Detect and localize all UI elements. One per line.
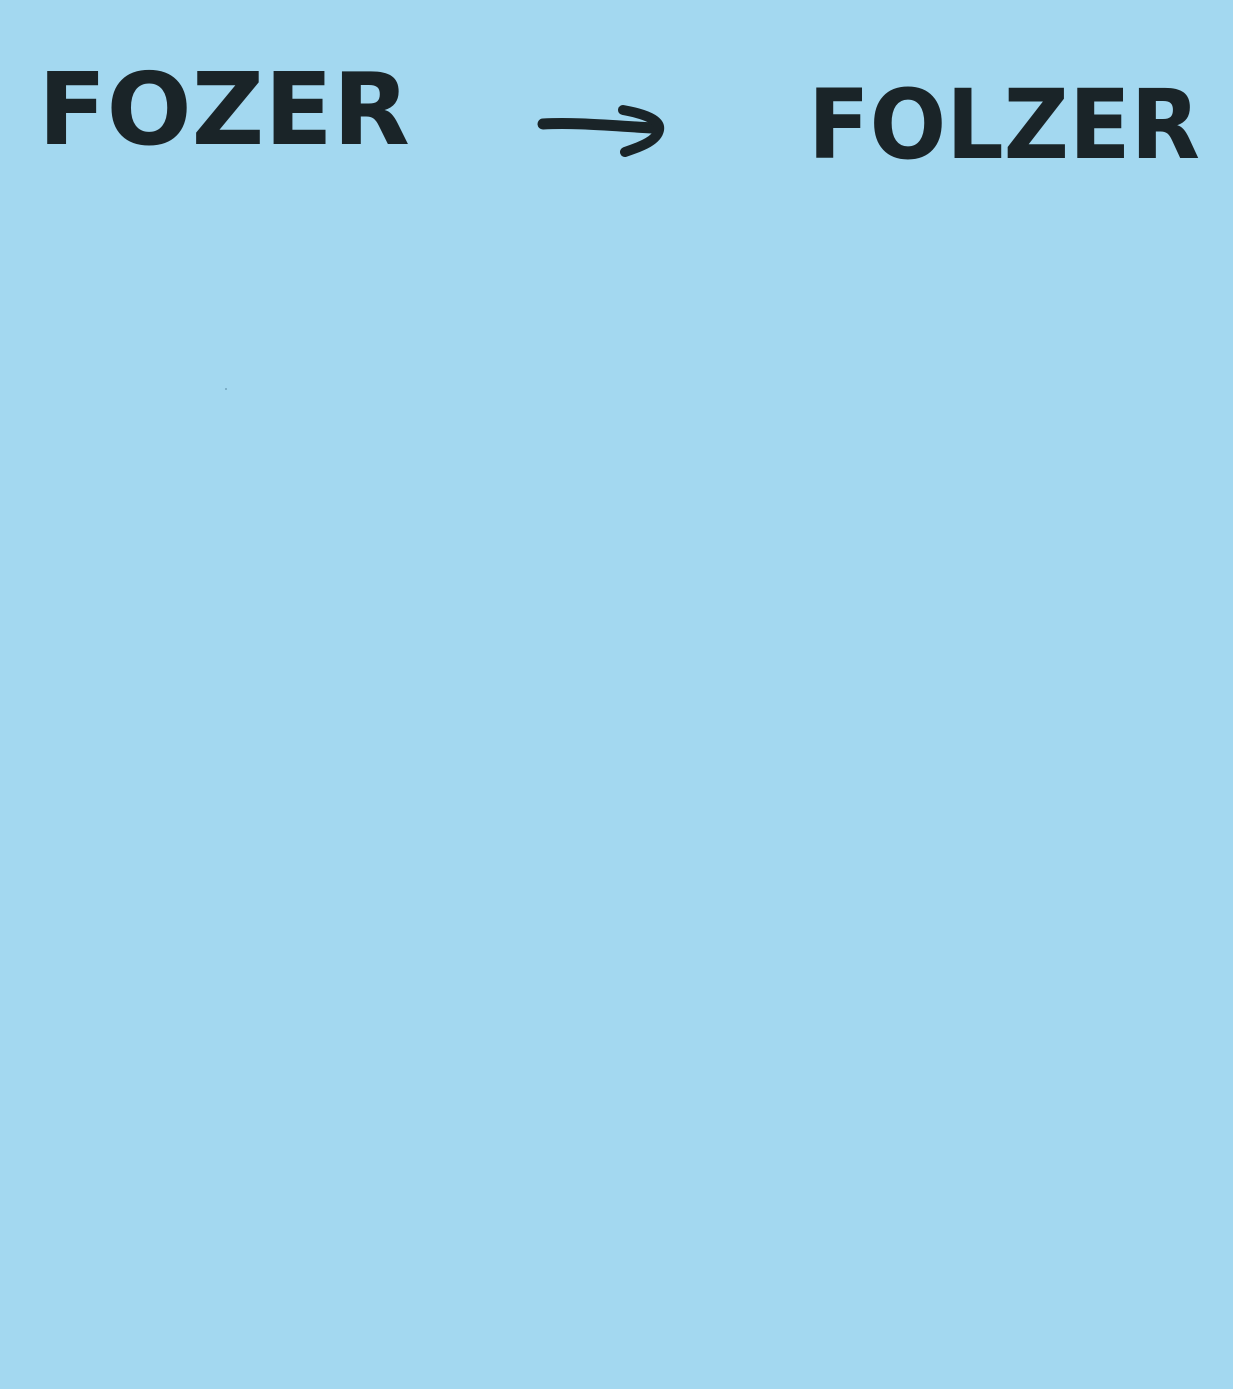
right-arrow-icon: [537, 105, 665, 157]
original-word-text: FOZER: [38, 51, 410, 168]
arrow-shaft: [537, 117, 659, 134]
paper-speck: [225, 388, 227, 390]
original-word: FOZER: [38, 51, 410, 168]
corrected-word-text: FOLZER: [808, 69, 1200, 181]
corrected-word: FOLZER: [808, 69, 1200, 181]
arrow-head: [618, 105, 665, 157]
